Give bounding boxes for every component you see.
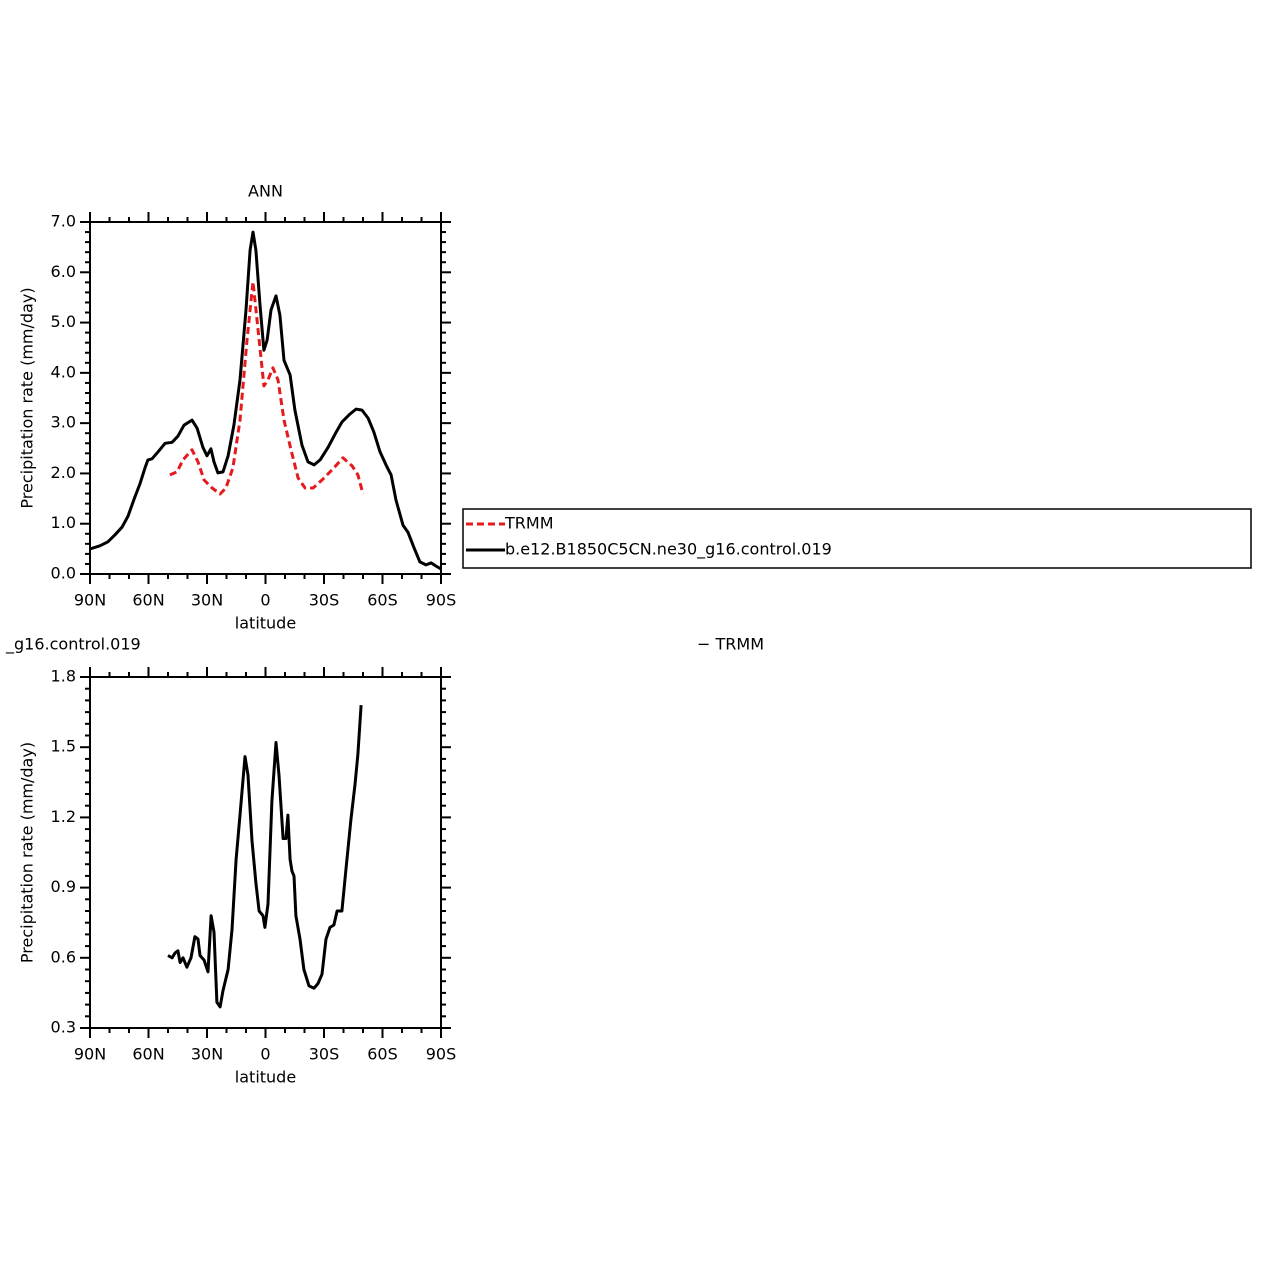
y-tick-label: 4.0 [51,362,76,381]
x-tick-label: 90S [426,1045,457,1064]
y-tick-label: 3.0 [51,413,76,432]
y-axis-label: Precipitation rate (mm/day) [18,287,37,508]
y-tick-label: 1.2 [51,807,76,826]
x-tick-label: 90S [426,591,457,610]
y-tick-label: 1.8 [51,667,76,686]
y-tick-label: 0.0 [51,564,76,583]
y-axis-label: Precipitation rate (mm/day) [18,742,37,963]
legend-label: b.e12.B1850C5CN.ne30_g16.control.019 [505,540,832,560]
chart-title-right: − TRMM [697,635,764,654]
y-tick-label: 0.9 [51,877,76,896]
y-tick-label: 1.0 [51,513,76,532]
chart-title: ANN [248,182,283,201]
x-tick-label: 60S [367,1045,398,1064]
plot-frame [89,676,442,1029]
x-tick-label: 90N [74,1045,106,1064]
x-tick-label: 0 [260,1045,270,1064]
legend-box [462,508,1252,569]
x-tick-label: 30N [191,591,223,610]
data-line [167,705,363,1009]
data-line [169,280,365,496]
x-axis-label: latitude [235,1068,296,1087]
y-tick-label: 7.0 [51,212,76,231]
x-tick-label: 90N [74,591,106,610]
data-line [89,230,442,571]
x-tick-label: 30S [309,591,340,610]
x-tick-label: 60N [132,1045,164,1064]
y-tick-label: 2.0 [51,463,76,482]
x-tick-label: 30N [191,1045,223,1064]
x-tick-label: 0 [260,591,270,610]
x-tick-label: 60S [367,591,398,610]
x-tick-label: 30S [309,1045,340,1064]
y-tick-label: 0.6 [51,947,76,966]
y-tick-label: 6.0 [51,262,76,281]
chart-title-left: _g16.control.019 [5,635,141,655]
y-tick-label: 0.3 [51,1018,76,1037]
legend-label: TRMM [504,514,554,533]
plot-frame [89,221,442,575]
y-tick-label: 5.0 [51,312,76,331]
x-tick-label: 60N [132,591,164,610]
y-tick-label: 1.5 [51,737,76,756]
x-axis-label: latitude [235,614,296,633]
